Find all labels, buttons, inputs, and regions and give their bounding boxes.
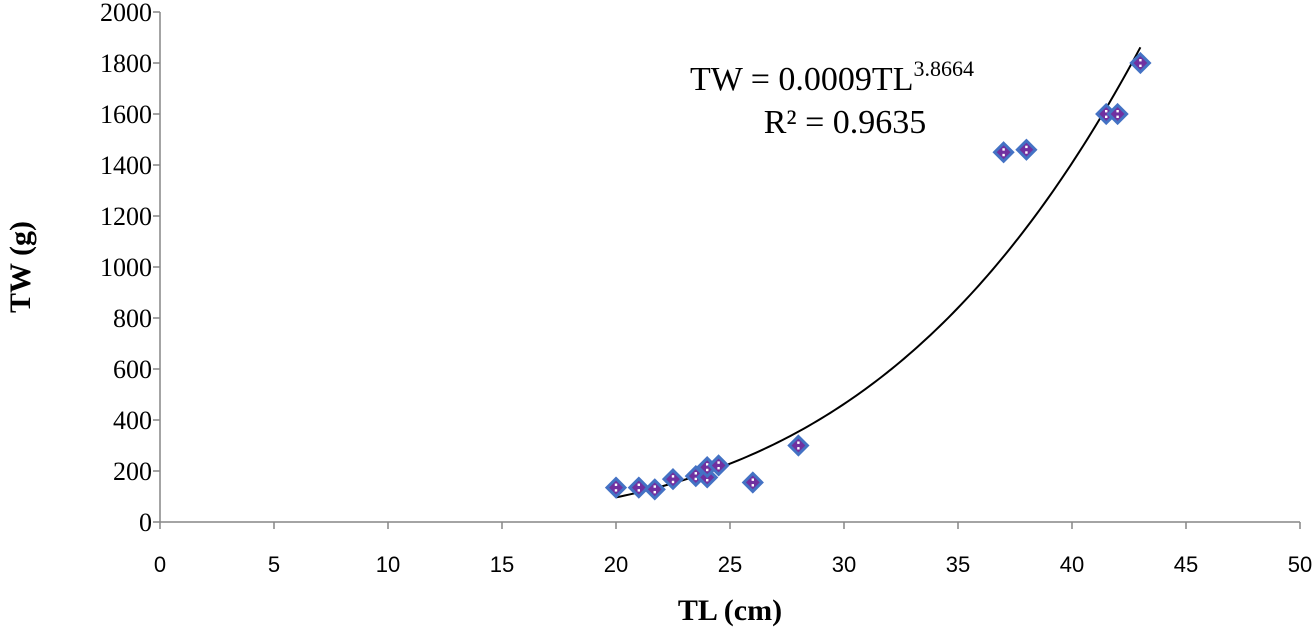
- x-tick-label: 20: [604, 552, 628, 577]
- y-tick-label: 0: [139, 508, 152, 537]
- diamond-marker: [643, 478, 666, 501]
- x-axis-title: TL (cm): [678, 594, 782, 627]
- marker-highlight: [1002, 148, 1005, 151]
- diamond-marker: [604, 476, 628, 499]
- marker-highlight: [1025, 151, 1028, 154]
- marker-highlight: [706, 478, 709, 482]
- y-tick-label: 1000: [100, 253, 152, 282]
- x-tick-label: 5: [268, 552, 280, 577]
- data-point: [1015, 138, 1038, 161]
- y-tick-label: 600: [113, 355, 152, 384]
- marker-highlight: [1002, 153, 1005, 157]
- marker-highlight: [706, 463, 709, 466]
- diamond-marker: [707, 454, 730, 477]
- equation-base: TW = 0.0009TL: [690, 61, 913, 98]
- marker-highlight: [751, 484, 754, 487]
- marker-highlight: [671, 480, 675, 484]
- marker-highlight: [1116, 110, 1119, 113]
- marker-highlight: [751, 478, 754, 481]
- marker-highlight: [1025, 145, 1028, 149]
- data-point: [643, 478, 666, 501]
- diamond-marker: [1106, 102, 1129, 126]
- diamond-marker: [787, 434, 810, 457]
- marker-highlight: [706, 468, 709, 472]
- y-tick-label: 1400: [100, 151, 152, 180]
- diamond-marker: [661, 468, 685, 491]
- y-ticks: 0 200 400 600 800 1000 1200 1400 1600 1800 2000: [100, 0, 160, 537]
- r-squared-label: R² = 0.9635: [764, 104, 927, 141]
- marker-highlight: [694, 477, 697, 481]
- data-point: [1129, 51, 1152, 75]
- x-tick-label: 40: [1060, 552, 1084, 577]
- marker-highlight: [671, 475, 675, 478]
- marker-highlight: [694, 472, 697, 475]
- marker-highlight: [614, 489, 618, 492]
- y-tick-label: 1200: [100, 202, 152, 231]
- marker-highlight: [1105, 110, 1108, 113]
- x-tick-label: 0: [154, 552, 166, 577]
- y-axis-title: TW (g): [4, 221, 37, 313]
- y-tick-label: 400: [113, 406, 152, 435]
- x-tick-label: 30: [832, 552, 856, 577]
- marker-highlight: [1105, 115, 1108, 118]
- data-point: [741, 471, 764, 494]
- data-point: [627, 476, 650, 499]
- marker-highlight: [653, 490, 656, 494]
- diamond-marker: [627, 476, 650, 499]
- marker-highlight: [797, 447, 800, 450]
- x-tick-label: 45: [1174, 552, 1198, 577]
- diamond-marker: [1129, 51, 1152, 75]
- y-tick-label: 200: [113, 457, 152, 486]
- y-tick-label: 1600: [100, 100, 152, 129]
- marker-highlight: [717, 461, 720, 464]
- data-point: [992, 141, 1015, 164]
- marker-highlight: [1139, 64, 1142, 67]
- diamond-marker: [992, 141, 1015, 164]
- marker-highlight: [637, 489, 640, 492]
- data-point: [707, 454, 730, 477]
- data-points: [604, 51, 1152, 501]
- x-ticks: 0 5 10 15 20 25 30 35 40 45 50: [154, 522, 1312, 577]
- diamond-marker: [1015, 138, 1038, 161]
- y-tick-label: 800: [113, 304, 152, 333]
- y-tick-label: 1800: [100, 49, 152, 78]
- x-tick-label: 50: [1288, 552, 1312, 577]
- y-tick-label: 2000: [100, 0, 152, 27]
- x-tick-label: 25: [718, 552, 742, 577]
- data-point: [787, 434, 810, 457]
- data-point: [604, 476, 628, 499]
- data-point: [1106, 102, 1129, 126]
- marker-highlight: [637, 483, 640, 486]
- equation-exponent: 3.8664: [913, 56, 974, 81]
- marker-highlight: [614, 483, 618, 486]
- x-tick-label: 10: [376, 552, 400, 577]
- marker-highlight: [797, 441, 800, 444]
- data-point: [661, 468, 685, 491]
- marker-highlight: [1139, 59, 1142, 62]
- marker-highlight: [717, 466, 720, 470]
- marker-highlight: [653, 485, 656, 488]
- x-tick-label: 35: [946, 552, 970, 577]
- marker-highlight: [1116, 115, 1119, 118]
- trendline-equation: TW = 0.0009TL3.8664: [690, 56, 974, 98]
- diamond-marker: [741, 471, 764, 494]
- x-tick-label: 15: [490, 552, 514, 577]
